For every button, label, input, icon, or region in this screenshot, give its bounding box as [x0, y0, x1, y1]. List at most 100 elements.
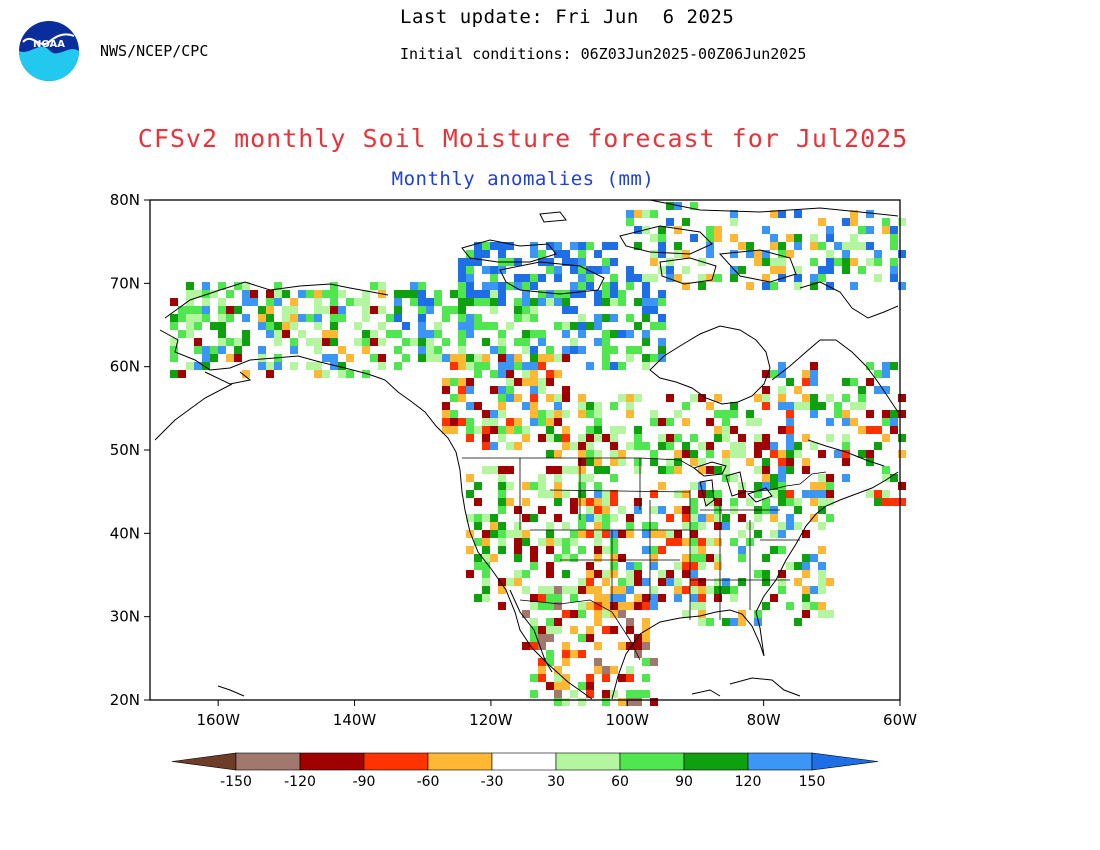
anomaly-cell: [682, 218, 690, 226]
anomaly-cell: [266, 290, 274, 298]
anomaly-cell: [770, 370, 778, 378]
anomaly-cell: [506, 378, 514, 386]
anomaly-cell: [826, 282, 834, 290]
anomaly-cell: [538, 626, 546, 634]
anomaly-cell: [522, 498, 530, 506]
anomaly-cell: [274, 290, 282, 298]
anomaly-cell: [578, 434, 586, 442]
anomaly-cell: [754, 490, 762, 498]
anomaly-cell: [482, 362, 490, 370]
anomaly-cell: [626, 698, 634, 706]
anomaly-cell: [586, 362, 594, 370]
anomaly-cell: [554, 418, 562, 426]
anomaly-cell: [682, 266, 690, 274]
anomaly-cell: [594, 586, 602, 594]
anomaly-cell: [642, 330, 650, 338]
anomaly-cell: [626, 394, 634, 402]
anomaly-cell: [498, 362, 506, 370]
anomaly-cell: [442, 354, 450, 362]
anomaly-cell: [362, 338, 370, 346]
anomaly-cell: [450, 354, 458, 362]
colorbar-segment: [363, 752, 429, 771]
anomaly-cell: [778, 458, 786, 466]
anomaly-cell: [546, 394, 554, 402]
anomaly-cell: [890, 474, 898, 482]
anomaly-cell: [170, 322, 178, 330]
anomaly-cell: [314, 370, 322, 378]
anomaly-cell: [594, 538, 602, 546]
anomaly-cell: [578, 330, 586, 338]
anomaly-cell: [626, 218, 634, 226]
anomaly-cell: [770, 490, 778, 498]
anomaly-cell: [818, 602, 826, 610]
anomaly-cell: [826, 418, 834, 426]
anomaly-cell: [514, 314, 522, 322]
agency-label: NWS/NCEP/CPC: [100, 42, 209, 60]
anomaly-cell: [738, 266, 746, 274]
anomaly-cell: [714, 234, 722, 242]
anomaly-cell: [826, 258, 834, 266]
anomaly-cell: [498, 538, 506, 546]
anomaly-cell: [314, 362, 322, 370]
anomaly-cell: [698, 282, 706, 290]
anomaly-cell: [618, 610, 626, 618]
anomaly-cell: [186, 322, 194, 330]
anomaly-cell: [794, 274, 802, 282]
anomaly-cell: [562, 682, 570, 690]
anomaly-cell: [554, 618, 562, 626]
anomaly-cell: [762, 226, 770, 234]
anomaly-cell: [754, 258, 762, 266]
anomaly-cell: [282, 330, 290, 338]
anomaly-cell: [890, 266, 898, 274]
anomaly-cell: [338, 290, 346, 298]
anomaly-cell: [554, 466, 562, 474]
anomaly-cell: [706, 586, 714, 594]
anomaly-cell: [514, 522, 522, 530]
anomaly-cell: [506, 466, 514, 474]
anomaly-cell: [530, 378, 538, 386]
anomaly-cell: [602, 594, 610, 602]
anomaly-cell: [242, 330, 250, 338]
anomaly-cell: [586, 634, 594, 642]
anomaly-cell: [586, 282, 594, 290]
anomaly-cell: [498, 466, 506, 474]
anomaly-cell: [538, 658, 546, 666]
anomaly-cell: [714, 498, 722, 506]
anomaly-cell: [194, 346, 202, 354]
anomaly-cell: [474, 426, 482, 434]
anomaly-cell: [258, 314, 266, 322]
anomaly-cell: [682, 450, 690, 458]
anomaly-cell: [610, 490, 618, 498]
anomaly-cell: [570, 650, 578, 658]
anomaly-cell: [874, 370, 882, 378]
anomaly-cell: [690, 546, 698, 554]
anomaly-cell: [562, 410, 570, 418]
anomaly-cell: [570, 242, 578, 250]
anomaly-cell: [714, 226, 722, 234]
anomaly-cell: [762, 570, 770, 578]
anomaly-cell: [602, 626, 610, 634]
anomaly-cell: [490, 282, 498, 290]
anomaly-cell: [458, 266, 466, 274]
anomaly-cell: [626, 690, 634, 698]
anomaly-cell: [482, 562, 490, 570]
anomaly-cell: [554, 498, 562, 506]
anomaly-cell: [562, 250, 570, 258]
anomaly-cell: [730, 410, 738, 418]
anomaly-cell: [778, 490, 786, 498]
anomaly-cell: [330, 322, 338, 330]
anomaly-cell: [754, 434, 762, 442]
political-borders: [462, 457, 827, 661]
anomaly-cell: [722, 522, 730, 530]
anomaly-cell: [666, 442, 674, 450]
anomaly-cell: [530, 546, 538, 554]
anomaly-cell: [450, 394, 458, 402]
anomaly-cell: [554, 586, 562, 594]
anomaly-cell: [538, 506, 546, 514]
anomaly-cell: [602, 338, 610, 346]
anomaly-cell: [410, 338, 418, 346]
anomaly-cell: [898, 482, 906, 490]
anomaly-cell: [682, 554, 690, 562]
anomaly-cell: [490, 442, 498, 450]
